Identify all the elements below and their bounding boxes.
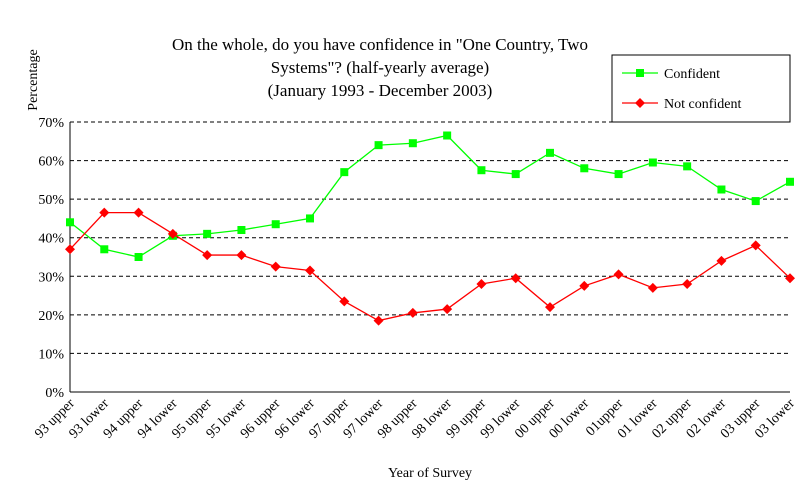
data-point (65, 244, 75, 255)
series-not-confident (65, 207, 795, 326)
data-point (133, 207, 144, 218)
y-tick-label: 70% (38, 116, 64, 131)
legend-entry: Not confident (664, 97, 741, 112)
legend-marker (636, 69, 644, 77)
legend-box (611, 54, 791, 123)
data-point (443, 131, 452, 140)
data-point (511, 170, 520, 179)
x-axis-label: Year of Survey (388, 466, 472, 481)
data-point (476, 279, 487, 289)
data-point (407, 307, 418, 318)
series-confident (66, 131, 794, 261)
data-point (510, 273, 521, 284)
data-point (716, 255, 727, 266)
data-point (614, 170, 623, 179)
data-point (202, 250, 213, 261)
data-point (271, 220, 280, 229)
data-point (647, 282, 658, 293)
data-point (683, 162, 692, 171)
legend-marker (635, 98, 645, 108)
data-point (786, 177, 794, 186)
gridlines (70, 121, 790, 354)
data-point (305, 265, 315, 276)
data-point (613, 269, 624, 280)
y-tick-label: 40% (38, 232, 64, 247)
data-point (408, 139, 417, 148)
legend: Confident Not confident (611, 54, 791, 123)
y-tick-label: 50% (38, 193, 64, 208)
y-tick-label: 10% (38, 347, 64, 362)
data-point (580, 164, 589, 173)
chart-title-line: Systems"? (half-yearly average) (271, 58, 489, 77)
chart-title: On the whole, do you have confidence in … (172, 35, 588, 100)
data-point (545, 302, 555, 313)
data-point (785, 273, 795, 284)
legend-entry: Confident (664, 67, 720, 82)
y-tick-label: 30% (38, 270, 64, 285)
series (65, 131, 795, 326)
data-point (66, 218, 74, 227)
y-tick-labels: 0% 10% 20% 30% 40% 50% 60% 70% (38, 116, 64, 401)
series-line (69, 134, 791, 258)
data-point (167, 228, 178, 239)
y-tick-label: 60% (38, 155, 64, 170)
y-axis-label: Percentage (26, 49, 41, 110)
data-point (270, 261, 281, 272)
y-tick-label: 0% (45, 386, 64, 401)
chart-title-line: (January 1993 - December 2003) (268, 81, 493, 100)
data-point (236, 250, 247, 261)
data-point (477, 166, 486, 175)
data-point (648, 158, 657, 167)
data-point (99, 207, 110, 218)
axes (69, 122, 790, 393)
data-point (306, 214, 314, 223)
data-point (442, 304, 453, 315)
data-point (750, 240, 761, 251)
data-point (717, 185, 726, 194)
chart-title-line: On the whole, do you have confidence in … (172, 35, 588, 54)
data-point (339, 296, 350, 307)
data-point (374, 141, 383, 150)
data-point (100, 245, 109, 254)
series-line (69, 211, 791, 322)
data-point (546, 148, 554, 157)
data-point (373, 315, 384, 326)
data-point (203, 229, 212, 238)
data-point (579, 280, 590, 291)
data-point (682, 279, 693, 289)
data-point (237, 226, 246, 234)
data-point (134, 253, 143, 261)
data-point (751, 197, 760, 206)
y-tick-label: 20% (38, 309, 64, 324)
data-point (340, 168, 349, 177)
